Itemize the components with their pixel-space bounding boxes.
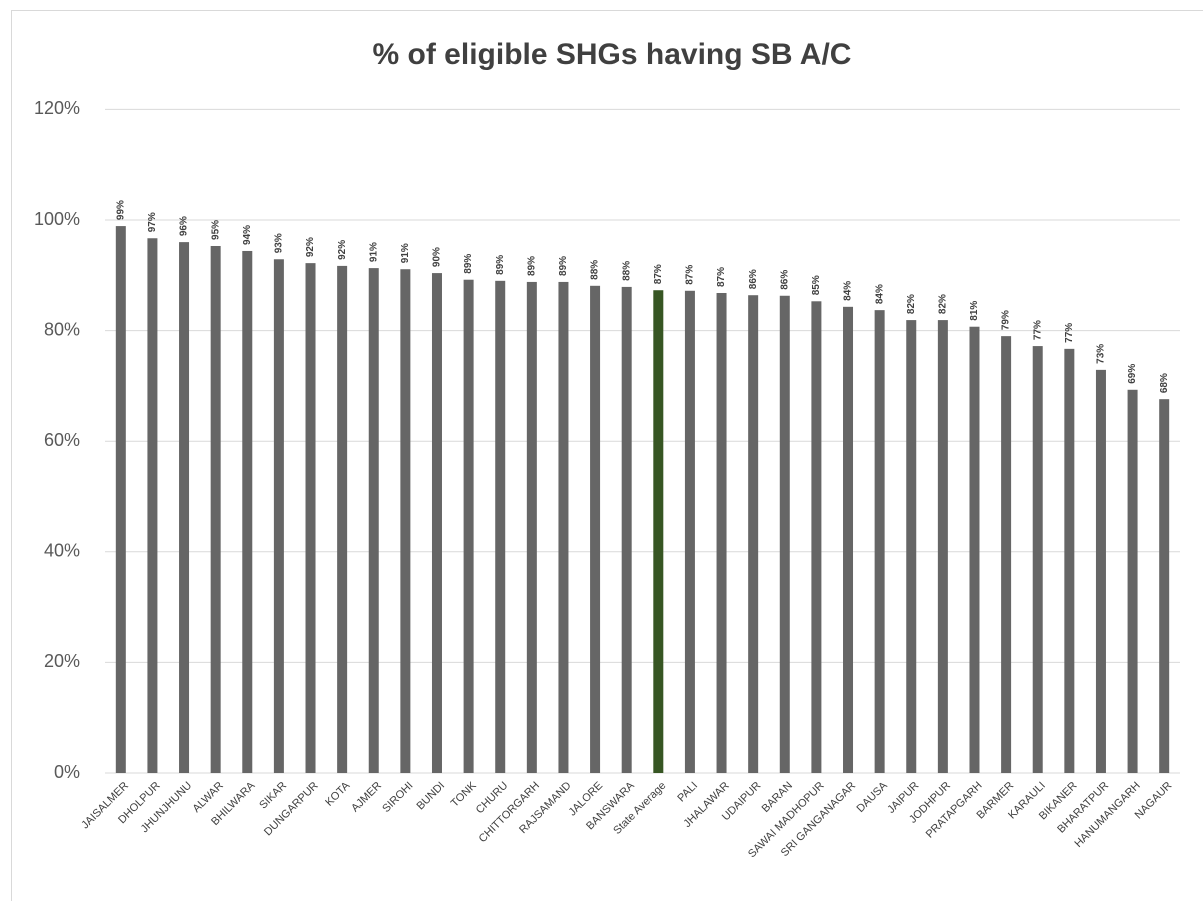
value-label: 77% [1032,320,1043,340]
y-tick-label: 20% [44,651,80,671]
bar [368,268,379,773]
value-label: 77% [1064,323,1075,343]
bar [147,238,158,773]
bar [843,306,854,773]
bar [526,281,537,773]
y-tick-label: 0% [54,762,80,782]
value-label: 73% [1096,344,1107,364]
value-label: 94% [242,225,253,245]
value-label: 85% [811,275,822,295]
y-tick-label: 120% [34,98,80,118]
bar [811,301,822,773]
bar [1159,399,1170,773]
value-label: 89% [558,256,569,276]
value-label: 68% [1159,373,1170,393]
value-label: 84% [874,284,885,304]
y-tick-label: 60% [44,430,80,450]
value-label: 96% [179,216,190,236]
bar [242,250,253,773]
value-label: 69% [1127,364,1138,384]
y-tick-label: 100% [34,209,80,229]
value-label: 95% [210,220,221,240]
value-label: 81% [969,301,980,321]
bar [1095,369,1106,773]
value-label: 97% [147,212,158,232]
bar [558,281,569,773]
value-label: 87% [716,267,727,287]
bar [906,320,917,773]
bar [337,265,348,773]
value-label: 89% [526,256,537,276]
bar [653,290,664,773]
value-label: 79% [1001,310,1012,330]
bar [779,295,790,773]
value-label: 93% [274,233,285,253]
bar [305,263,316,773]
bar [748,295,759,773]
value-label: 89% [495,255,506,275]
value-label: 87% [653,264,664,284]
value-label: 88% [621,261,632,281]
y-tick-label: 80% [44,319,80,339]
value-label: 90% [432,247,443,267]
value-label: 91% [368,242,379,262]
value-label: 88% [590,260,601,280]
bar [115,226,126,773]
value-label: 84% [843,281,854,301]
bar [210,245,221,774]
bar [495,280,506,773]
value-label: 86% [748,269,759,289]
bar [937,320,948,773]
bar [1001,336,1012,773]
bar [684,290,695,773]
bar [969,326,980,773]
value-label: 86% [779,270,790,290]
bar [463,279,474,773]
chart-border [11,10,1203,901]
bar [1032,346,1043,773]
value-label: 92% [305,237,316,257]
bar [400,269,411,773]
y-tick-label: 40% [44,541,80,561]
value-label: 91% [400,243,411,263]
value-label: 99% [115,200,126,220]
value-label: 82% [906,294,917,314]
value-label: 87% [685,265,696,285]
bar [1127,389,1138,773]
bar [179,242,190,773]
value-label: 82% [938,294,949,314]
value-label: 89% [463,254,474,274]
chart-title: % of eligible SHGs having SB A/C [373,38,852,71]
value-label: 92% [337,240,348,260]
bar [1064,348,1075,773]
bar [716,292,727,773]
bar [431,273,442,773]
bar [874,310,885,773]
bar [590,285,601,773]
bar [621,286,632,773]
bar [273,259,284,773]
